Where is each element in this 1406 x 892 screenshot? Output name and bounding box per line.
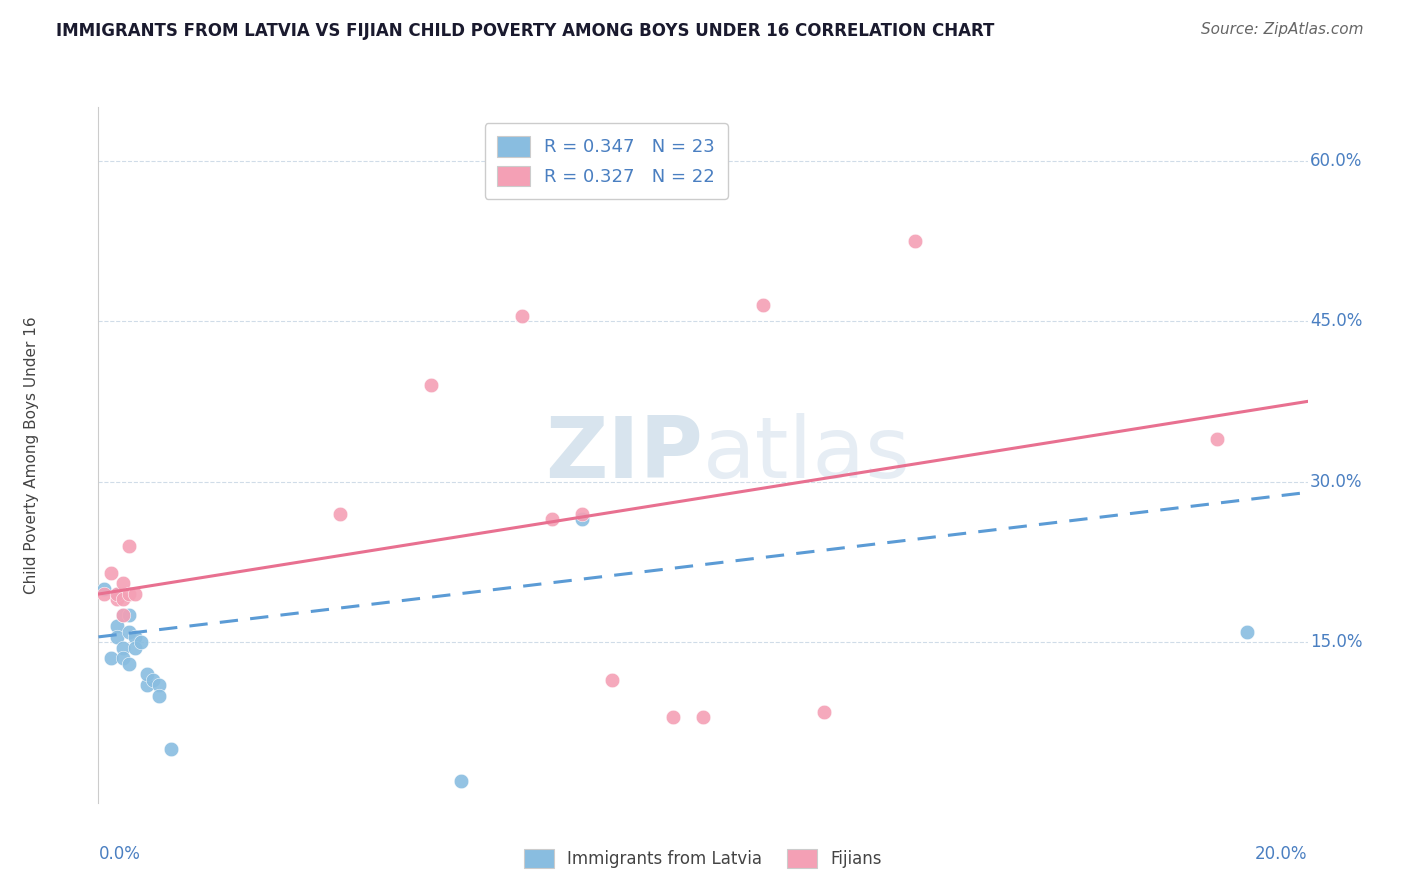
Point [105, 592, 128, 607]
Point [813, 705, 835, 719]
Point [752, 298, 775, 312]
Point [1236, 624, 1258, 639]
Text: atlas: atlas [703, 413, 911, 497]
Text: 60.0%: 60.0% [1310, 152, 1362, 169]
Point [105, 587, 128, 601]
Point [160, 742, 183, 756]
Point [661, 710, 683, 724]
Point [124, 640, 146, 655]
Point [129, 635, 152, 649]
Text: Source: ZipAtlas.com: Source: ZipAtlas.com [1201, 22, 1364, 37]
Point [118, 587, 141, 601]
Point [105, 587, 128, 601]
Point [111, 640, 134, 655]
Point [111, 576, 134, 591]
Point [135, 667, 157, 681]
Point [93, 582, 115, 596]
Point [148, 689, 170, 703]
Text: IMMIGRANTS FROM LATVIA VS FIJIAN CHILD POVERTY AMONG BOYS UNDER 16 CORRELATION C: IMMIGRANTS FROM LATVIA VS FIJIAN CHILD P… [56, 22, 994, 40]
Point [118, 539, 141, 553]
Point [602, 673, 624, 687]
Point [100, 566, 122, 580]
Point [93, 587, 115, 601]
Point [510, 309, 533, 323]
Point [124, 587, 146, 601]
Point [1206, 432, 1229, 446]
Point [450, 774, 472, 789]
Point [142, 673, 165, 687]
Point [571, 507, 593, 521]
Point [105, 630, 128, 644]
Point [111, 608, 134, 623]
Point [105, 619, 128, 633]
Point [148, 678, 170, 692]
Text: ZIP: ZIP [546, 413, 703, 497]
Point [111, 608, 134, 623]
Point [118, 657, 141, 671]
Text: 15.0%: 15.0% [1310, 633, 1362, 651]
Text: 20.0%: 20.0% [1256, 845, 1308, 863]
Point [540, 512, 562, 526]
Point [329, 507, 352, 521]
Point [571, 512, 593, 526]
Point [419, 378, 441, 392]
Point [118, 624, 141, 639]
Point [118, 608, 141, 623]
Text: 45.0%: 45.0% [1310, 312, 1362, 330]
Text: Child Poverty Among Boys Under 16: Child Poverty Among Boys Under 16 [24, 316, 39, 594]
Text: 0.0%: 0.0% [98, 845, 141, 863]
Point [135, 678, 157, 692]
Point [111, 651, 134, 665]
Legend: Immigrants from Latvia, Fijians: Immigrants from Latvia, Fijians [517, 842, 889, 874]
Point [692, 710, 714, 724]
Text: 30.0%: 30.0% [1310, 473, 1362, 491]
Point [904, 234, 927, 248]
Point [124, 630, 146, 644]
Point [111, 592, 134, 607]
Point [100, 651, 122, 665]
